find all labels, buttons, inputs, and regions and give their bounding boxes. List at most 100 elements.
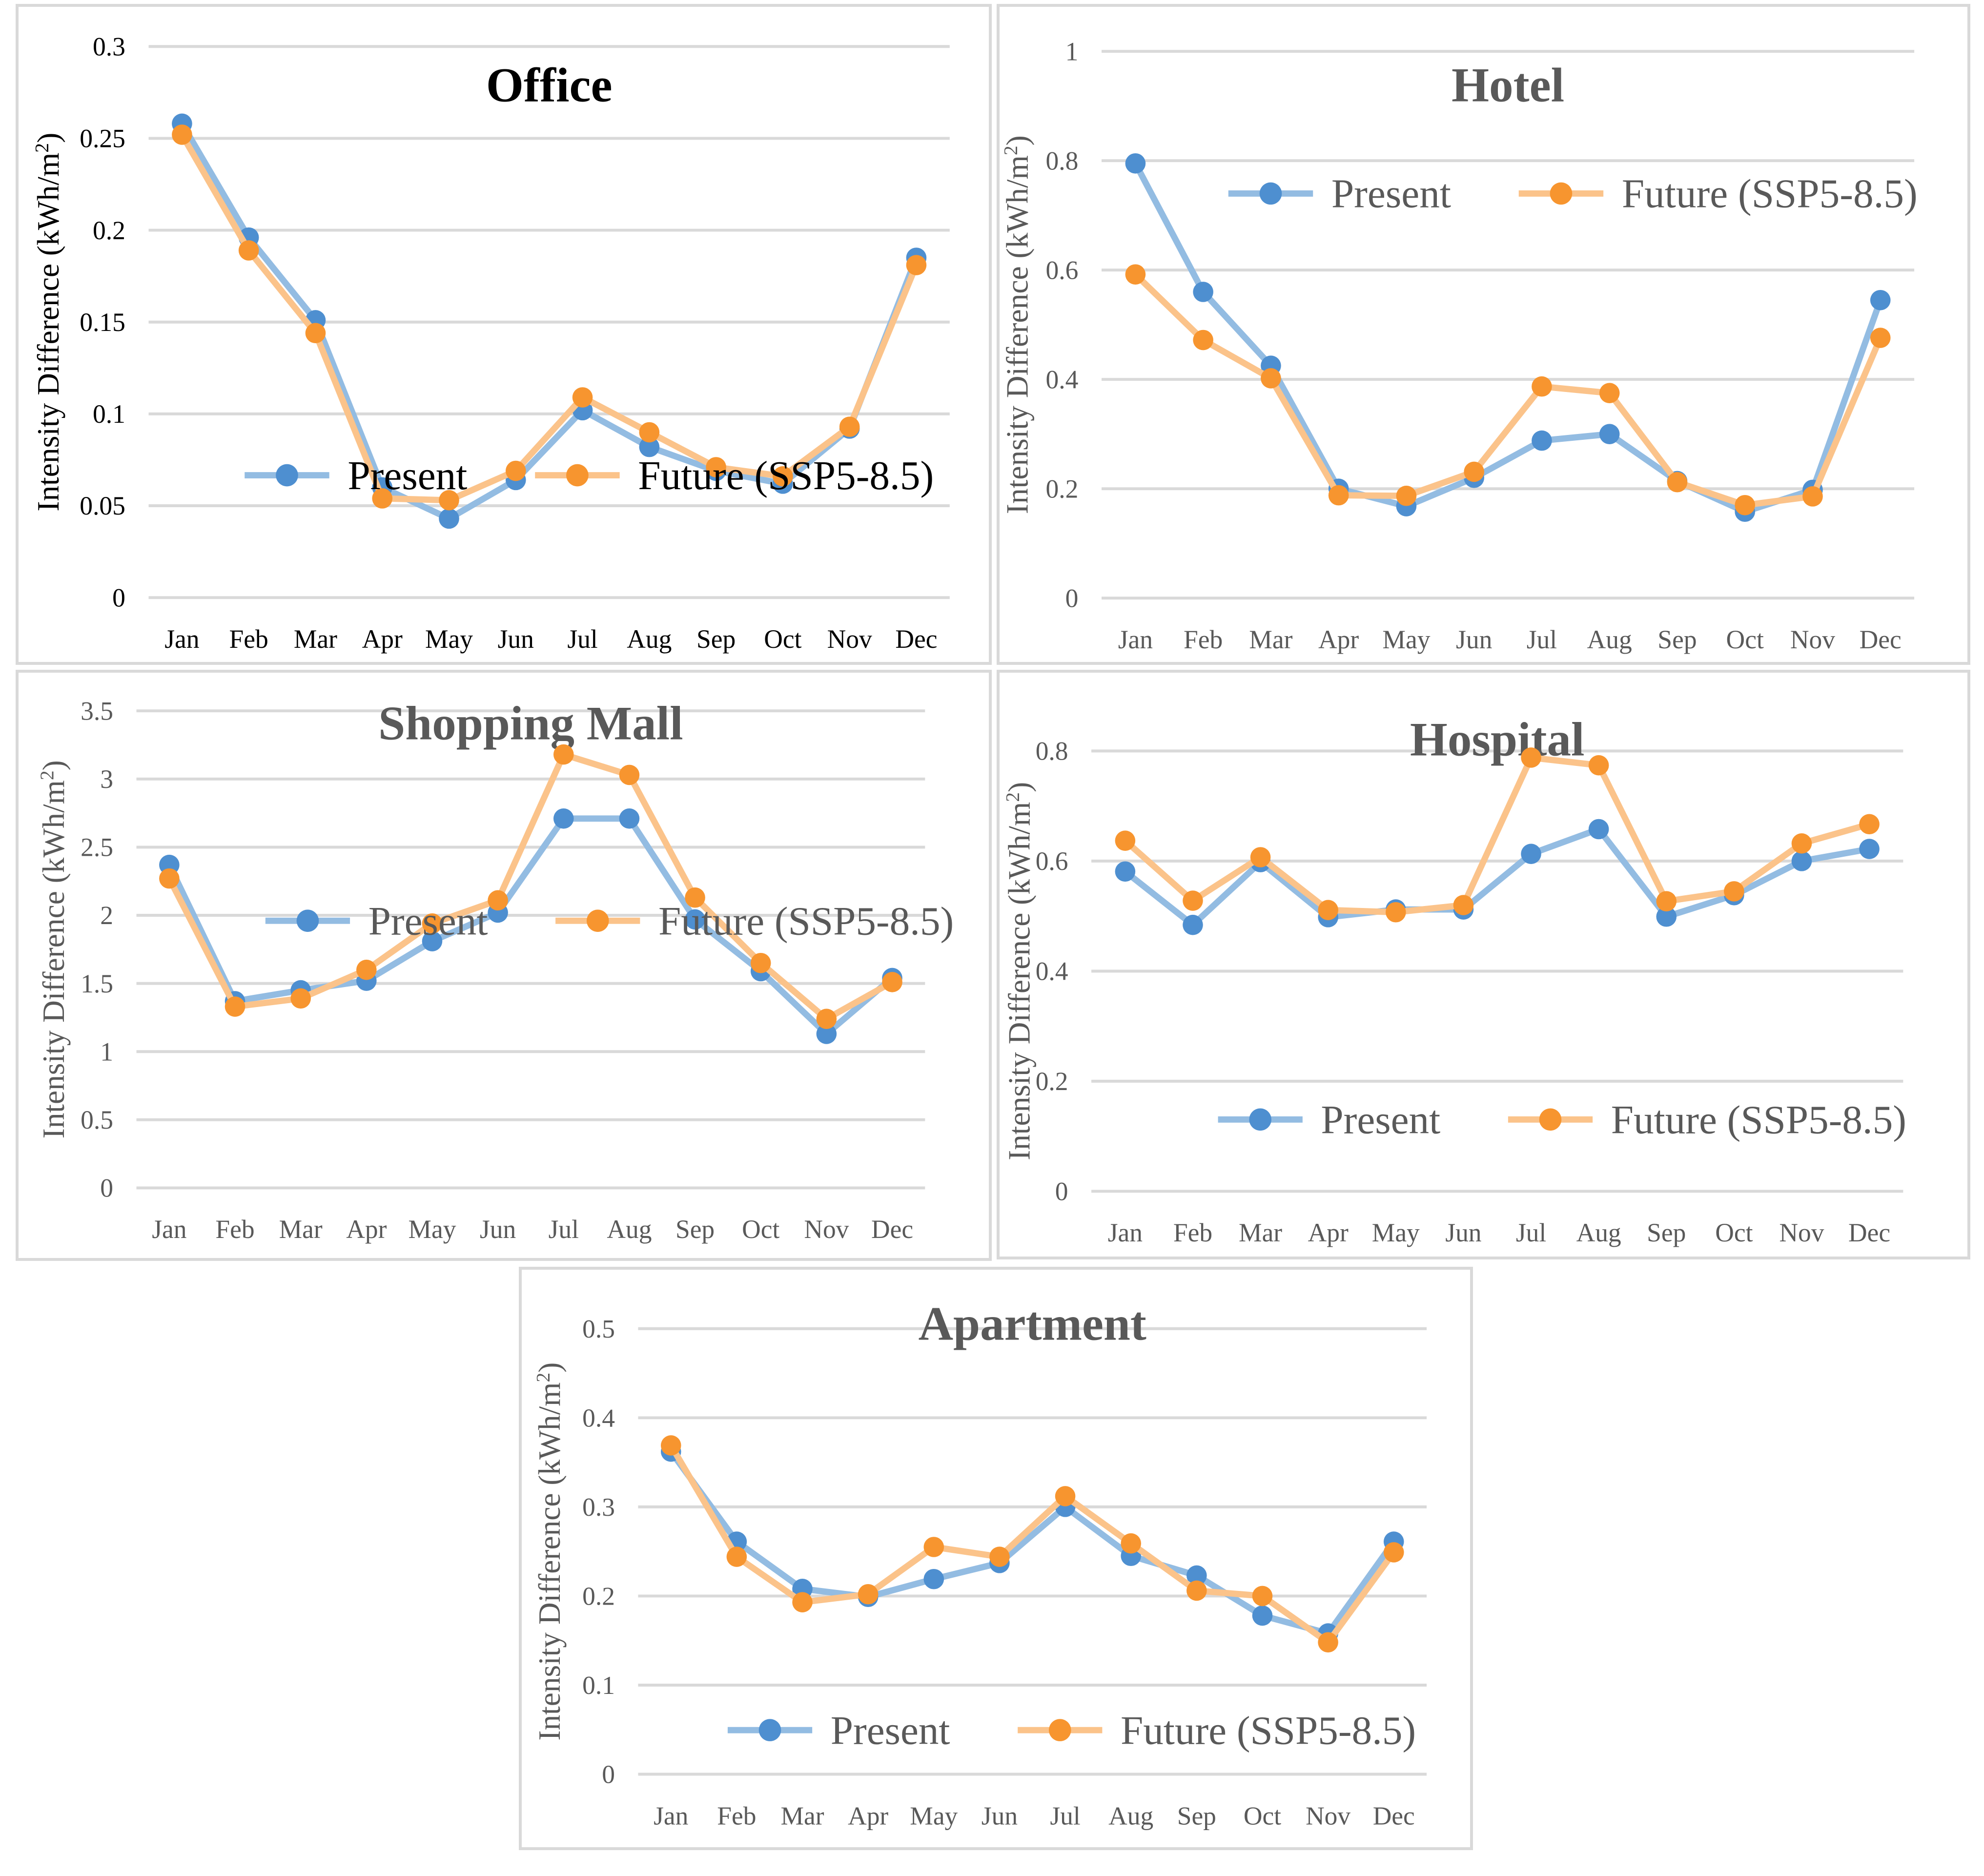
y-tick-label: 0.2	[1036, 1067, 1068, 1096]
series-present-point	[1656, 906, 1677, 927]
y-tick-label: 0.4	[1036, 957, 1068, 986]
x-tick-label: Mar	[279, 1215, 323, 1244]
x-tick-label: Apr	[1318, 625, 1359, 654]
series-future-point	[706, 457, 726, 477]
series-future-point	[172, 124, 192, 145]
x-tick-label: Dec	[1373, 1801, 1415, 1830]
x-tick-label: Jun	[1456, 625, 1492, 654]
series-present-point	[685, 909, 705, 930]
y-tick-label: 0.05	[80, 491, 125, 520]
x-tick-label: Jan	[1118, 625, 1153, 654]
y-tick-label: 0.5	[81, 1105, 113, 1134]
x-tick-label: Nov	[1779, 1218, 1824, 1247]
y-tick-label: 0.25	[80, 124, 125, 153]
series-future-point	[572, 387, 593, 408]
series-future-point	[553, 744, 574, 765]
chart-svg: 0 0.2 0.4 0.6 0.8 1 Jan Feb Mar Apr May Jun Jul Aug Se…	[1000, 37, 1917, 654]
x-tick-label: Jan	[164, 624, 199, 654]
legend: Present Future (SSP5-8.5)	[1218, 1097, 1906, 1142]
x-tick-label: Sep	[1647, 1218, 1686, 1247]
legend: Present Future (SSP5-8.5)	[265, 898, 954, 943]
chart-panel-hotel: 0 0.2 0.4 0.6 0.8 1 Jan Feb Mar Apr May Jun Jul Aug Se…	[997, 4, 1970, 665]
series-present-point	[1599, 424, 1620, 444]
x-tick-label: Jun	[498, 624, 534, 654]
x-tick-label: Jan	[152, 1215, 186, 1244]
series-future-point	[773, 466, 793, 487]
x-tick-label: Feb	[1173, 1218, 1212, 1247]
y-tick-label: 0.2	[1046, 474, 1079, 503]
legend-present-label: Present	[1331, 172, 1451, 217]
series-future-line	[1123, 754, 1870, 916]
y-tick-label: 0.5	[582, 1314, 615, 1343]
y-tick-label: 0.8	[1046, 146, 1079, 175]
series-future-point	[1859, 814, 1880, 835]
series-future-point	[726, 1546, 747, 1567]
series-future-point	[1055, 1486, 1076, 1506]
series-future-point	[372, 488, 393, 509]
series-future-point	[488, 890, 508, 911]
series-present-line	[179, 122, 920, 522]
y-tick-label: 0.2	[582, 1582, 615, 1611]
y-tick-label: 0.8	[1036, 737, 1068, 766]
series-future-point	[1735, 495, 1756, 515]
series-future-point	[1667, 472, 1688, 493]
series-future-point	[1656, 891, 1677, 911]
series-future-point	[923, 1537, 944, 1557]
y-tick-label: 0.15	[80, 308, 125, 337]
series-future-point	[989, 1546, 1010, 1567]
x-tick-label: Nov	[804, 1215, 849, 1244]
series-future-point	[639, 422, 660, 443]
y-tick-label: 0.1	[93, 399, 125, 429]
x-tick-label: Apr	[848, 1801, 888, 1830]
x-tick-label: May	[1382, 625, 1430, 654]
series-present-point	[923, 1568, 944, 1589]
series-future-point	[660, 1435, 681, 1456]
x-tick-label: Dec	[1848, 1218, 1890, 1247]
y-axis-label: Intensity Difference (kWh/m2)	[532, 1362, 567, 1741]
x-tick-label: Feb	[717, 1801, 756, 1830]
y-tick-label: 0	[602, 1760, 615, 1789]
series-future-point	[238, 240, 259, 261]
series-future-point	[439, 490, 459, 511]
x-tick-label: Aug	[1576, 1218, 1621, 1247]
series-present-point	[1186, 1565, 1207, 1586]
series-present-point	[1115, 861, 1136, 882]
x-tick-label: Jul	[1050, 1801, 1080, 1830]
series-present-point	[553, 808, 574, 829]
series-future-line	[1133, 272, 1883, 509]
y-axis-label: Intensity Difference (kWh/m2)	[1002, 782, 1037, 1160]
y-tick-label: 0.6	[1036, 846, 1068, 876]
legend-future-marker	[1539, 1108, 1562, 1131]
series-future-point	[1186, 1580, 1207, 1601]
series-future-point	[816, 1009, 837, 1030]
series-future-point	[882, 972, 902, 992]
series-future-point	[1396, 485, 1417, 506]
series-future-point	[305, 323, 326, 344]
chart-svg: 0 0.5 1 1.5 2 2.5 3 3.5 Jan Feb Mar Apr May Jun Jul Aug…	[36, 696, 954, 1244]
x-tick-label: Nov	[1306, 1801, 1350, 1830]
series-future-point	[1318, 900, 1338, 921]
x-tick-label: Aug	[1587, 625, 1632, 654]
chart-title: Hotel	[1452, 59, 1564, 112]
x-tick-label: Oct	[1244, 1801, 1281, 1830]
series-future-point	[1521, 747, 1541, 768]
x-tick-label: Mar	[781, 1801, 824, 1830]
x-tick-label: Mar	[1249, 625, 1292, 654]
legend-present-label: Present	[368, 898, 488, 943]
y-tick-label: 2.5	[81, 833, 113, 862]
x-tick-label: Dec	[895, 624, 937, 654]
series-future-point	[1453, 895, 1474, 915]
x-tick-label: Dec	[871, 1215, 913, 1244]
series-future-line	[166, 751, 894, 1022]
x-tick-label: Sep	[675, 1215, 715, 1244]
x-tick-label: Sep	[696, 624, 736, 654]
x-tick-label: Feb	[229, 624, 268, 654]
y-axis-label: Intensity Difference (kWh/m2)	[36, 760, 71, 1138]
x-tick-label: Aug	[627, 624, 672, 654]
legend: Present Future (SSP5-8.5)	[727, 1708, 1416, 1752]
x-tick-label: Nov	[1790, 625, 1835, 654]
legend-future-label: Future (SSP5-8.5)	[1121, 1708, 1416, 1752]
legend-present-marker	[276, 464, 298, 487]
x-tick-label: May	[1372, 1218, 1420, 1247]
